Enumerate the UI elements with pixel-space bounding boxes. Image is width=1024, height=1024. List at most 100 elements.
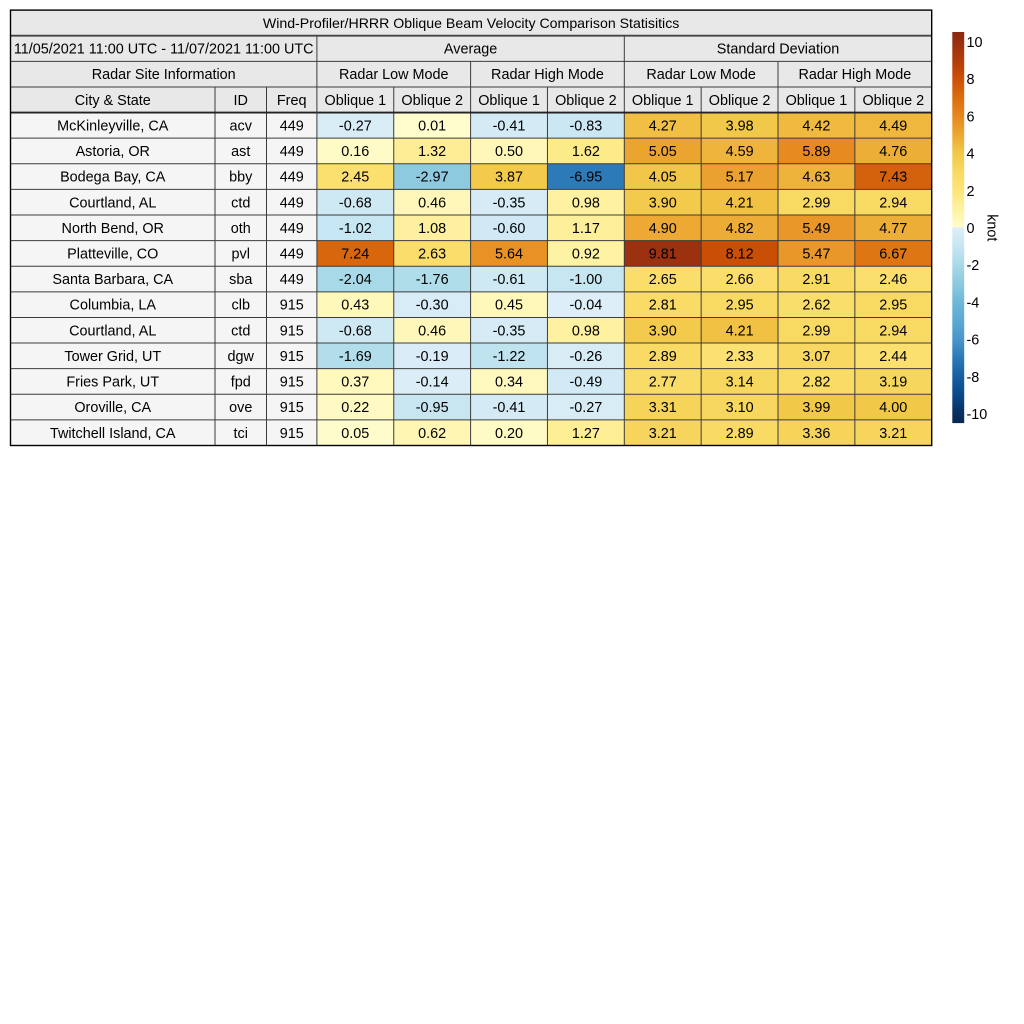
svg-text:0.43: 0.43: [341, 298, 369, 314]
svg-text:915: 915: [280, 298, 304, 314]
svg-text:-0.35: -0.35: [493, 195, 526, 211]
svg-text:4: 4: [967, 147, 975, 163]
svg-text:-0.14: -0.14: [416, 375, 449, 391]
svg-text:City & State: City & State: [75, 93, 151, 109]
svg-text:Radar High Mode: Radar High Mode: [491, 67, 604, 83]
svg-text:915: 915: [280, 349, 304, 365]
svg-text:pvl: pvl: [232, 246, 250, 262]
svg-text:-0.68: -0.68: [339, 195, 372, 211]
svg-text:3.10: 3.10: [726, 400, 754, 416]
svg-text:0.98: 0.98: [572, 195, 600, 211]
svg-text:ast: ast: [231, 144, 250, 160]
svg-text:ctd: ctd: [231, 195, 250, 211]
svg-text:-6.95: -6.95: [569, 170, 602, 186]
svg-text:Standard Deviation: Standard Deviation: [717, 42, 839, 58]
svg-text:Oblique 1: Oblique 1: [478, 93, 540, 109]
svg-text:Platteville, CO: Platteville, CO: [67, 246, 158, 262]
svg-text:sba: sba: [229, 272, 252, 288]
svg-text:Radar Site Information: Radar Site Information: [92, 67, 236, 83]
svg-text:4.63: 4.63: [802, 170, 830, 186]
svg-text:0.01: 0.01: [418, 118, 446, 134]
svg-text:449: 449: [280, 144, 304, 160]
svg-text:3.19: 3.19: [879, 375, 907, 391]
svg-text:tci: tci: [234, 426, 248, 442]
svg-text:Radar Low Mode: Radar Low Mode: [646, 67, 756, 83]
svg-text:0.98: 0.98: [572, 323, 600, 339]
svg-text:4.59: 4.59: [726, 144, 754, 160]
svg-text:5.49: 5.49: [802, 221, 830, 237]
svg-text:3.99: 3.99: [802, 400, 830, 416]
svg-text:-1.02: -1.02: [339, 221, 372, 237]
svg-text:4.27: 4.27: [649, 118, 677, 134]
svg-text:-8: -8: [967, 370, 980, 386]
svg-text:-6: -6: [967, 333, 980, 349]
svg-text:-0.41: -0.41: [493, 118, 526, 134]
svg-text:Oblique 1: Oblique 1: [632, 93, 694, 109]
svg-text:2.89: 2.89: [649, 349, 677, 365]
svg-text:3.14: 3.14: [726, 375, 754, 391]
svg-text:1.32: 1.32: [418, 144, 446, 160]
svg-text:Radar Low Mode: Radar Low Mode: [339, 67, 449, 83]
svg-text:915: 915: [280, 400, 304, 416]
svg-text:3.07: 3.07: [802, 349, 830, 365]
svg-text:Bodega Bay, CA: Bodega Bay, CA: [60, 170, 166, 186]
svg-text:-0.27: -0.27: [569, 400, 602, 416]
svg-text:2.66: 2.66: [726, 272, 754, 288]
svg-text:0.45: 0.45: [495, 298, 523, 314]
svg-text:-1.00: -1.00: [569, 272, 602, 288]
svg-text:Columbia, LA: Columbia, LA: [70, 298, 157, 314]
svg-text:449: 449: [280, 246, 304, 262]
svg-text:5.64: 5.64: [495, 246, 523, 262]
svg-text:4.05: 4.05: [649, 170, 677, 186]
svg-text:2.95: 2.95: [726, 298, 754, 314]
svg-text:Oblique 2: Oblique 2: [401, 93, 463, 109]
svg-text:3.90: 3.90: [649, 195, 677, 211]
svg-text:4.49: 4.49: [879, 118, 907, 134]
svg-text:ctd: ctd: [231, 323, 250, 339]
svg-text:10: 10: [967, 35, 983, 51]
svg-text:449: 449: [280, 221, 304, 237]
svg-text:915: 915: [280, 323, 304, 339]
svg-text:3.31: 3.31: [649, 400, 677, 416]
svg-text:9.81: 9.81: [649, 246, 677, 262]
svg-text:3.21: 3.21: [879, 426, 907, 442]
svg-text:Freq: Freq: [277, 93, 307, 109]
svg-text:449: 449: [280, 272, 304, 288]
svg-text:-4: -4: [967, 295, 980, 311]
svg-text:2.63: 2.63: [418, 246, 446, 262]
svg-text:Oblique 2: Oblique 2: [862, 93, 924, 109]
svg-text:oth: oth: [231, 221, 251, 237]
svg-text:0.22: 0.22: [341, 400, 369, 416]
svg-text:1.62: 1.62: [572, 144, 600, 160]
svg-text:bby: bby: [229, 170, 253, 186]
svg-text:-0.49: -0.49: [569, 375, 602, 391]
svg-text:7.43: 7.43: [879, 170, 907, 186]
svg-text:Oblique 1: Oblique 1: [786, 93, 848, 109]
svg-text:915: 915: [280, 375, 304, 391]
svg-text:Santa Barbara, CA: Santa Barbara, CA: [52, 272, 173, 288]
svg-text:-1.69: -1.69: [339, 349, 372, 365]
svg-text:0.92: 0.92: [572, 246, 600, 262]
svg-text:acv: acv: [230, 118, 253, 134]
svg-text:2.46: 2.46: [879, 272, 907, 288]
svg-text:11/05/2021 11:00 UTC - 11/07/2: 11/05/2021 11:00 UTC - 11/07/2021 11:00 …: [14, 42, 314, 58]
svg-text:2.65: 2.65: [649, 272, 677, 288]
svg-text:7.24: 7.24: [341, 246, 369, 262]
svg-text:1.27: 1.27: [572, 426, 600, 442]
svg-text:4.90: 4.90: [649, 221, 677, 237]
svg-text:-0.04: -0.04: [569, 298, 602, 314]
svg-text:Tower Grid, UT: Tower Grid, UT: [64, 349, 161, 365]
svg-text:449: 449: [280, 118, 304, 134]
svg-text:2.45: 2.45: [341, 170, 369, 186]
svg-text:-0.60: -0.60: [493, 221, 526, 237]
svg-text:North Bend, OR: North Bend, OR: [62, 221, 164, 237]
svg-text:2.89: 2.89: [726, 426, 754, 442]
svg-text:-0.27: -0.27: [339, 118, 372, 134]
svg-text:4.76: 4.76: [879, 144, 907, 160]
svg-text:0.50: 0.50: [495, 144, 523, 160]
svg-text:ID: ID: [234, 93, 248, 109]
svg-text:0.37: 0.37: [341, 375, 369, 391]
svg-text:2.44: 2.44: [879, 349, 907, 365]
svg-text:-0.83: -0.83: [569, 118, 602, 134]
svg-text:McKinleyville, CA: McKinleyville, CA: [57, 118, 169, 134]
